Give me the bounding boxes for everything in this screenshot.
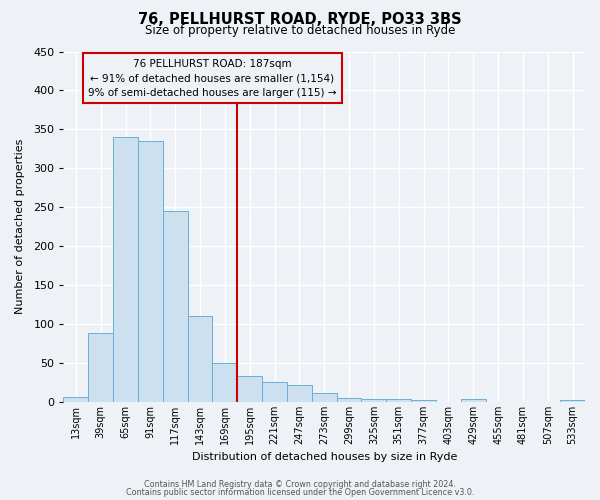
Bar	[337, 398, 361, 402]
Bar	[88, 332, 113, 402]
Bar	[64, 396, 88, 402]
Bar	[386, 399, 411, 402]
Bar	[461, 399, 485, 402]
Text: 76, PELLHURST ROAD, RYDE, PO33 3BS: 76, PELLHURST ROAD, RYDE, PO33 3BS	[138, 12, 462, 28]
X-axis label: Distribution of detached houses by size in Ryde: Distribution of detached houses by size …	[191, 452, 457, 462]
Text: Size of property relative to detached houses in Ryde: Size of property relative to detached ho…	[145, 24, 455, 37]
Bar	[361, 399, 386, 402]
Bar	[560, 400, 585, 402]
Y-axis label: Number of detached properties: Number of detached properties	[15, 139, 25, 314]
Bar	[188, 316, 212, 402]
Text: 76 PELLHURST ROAD: 187sqm
← 91% of detached houses are smaller (1,154)
9% of sem: 76 PELLHURST ROAD: 187sqm ← 91% of detac…	[88, 58, 337, 98]
Text: Contains public sector information licensed under the Open Government Licence v3: Contains public sector information licen…	[126, 488, 474, 497]
Bar	[238, 376, 262, 402]
Bar	[287, 385, 312, 402]
Bar	[411, 400, 436, 402]
Bar	[262, 382, 287, 402]
Bar	[138, 141, 163, 402]
Bar	[113, 137, 138, 402]
Text: Contains HM Land Registry data © Crown copyright and database right 2024.: Contains HM Land Registry data © Crown c…	[144, 480, 456, 489]
Bar	[163, 211, 188, 402]
Bar	[212, 363, 238, 402]
Bar	[312, 394, 337, 402]
